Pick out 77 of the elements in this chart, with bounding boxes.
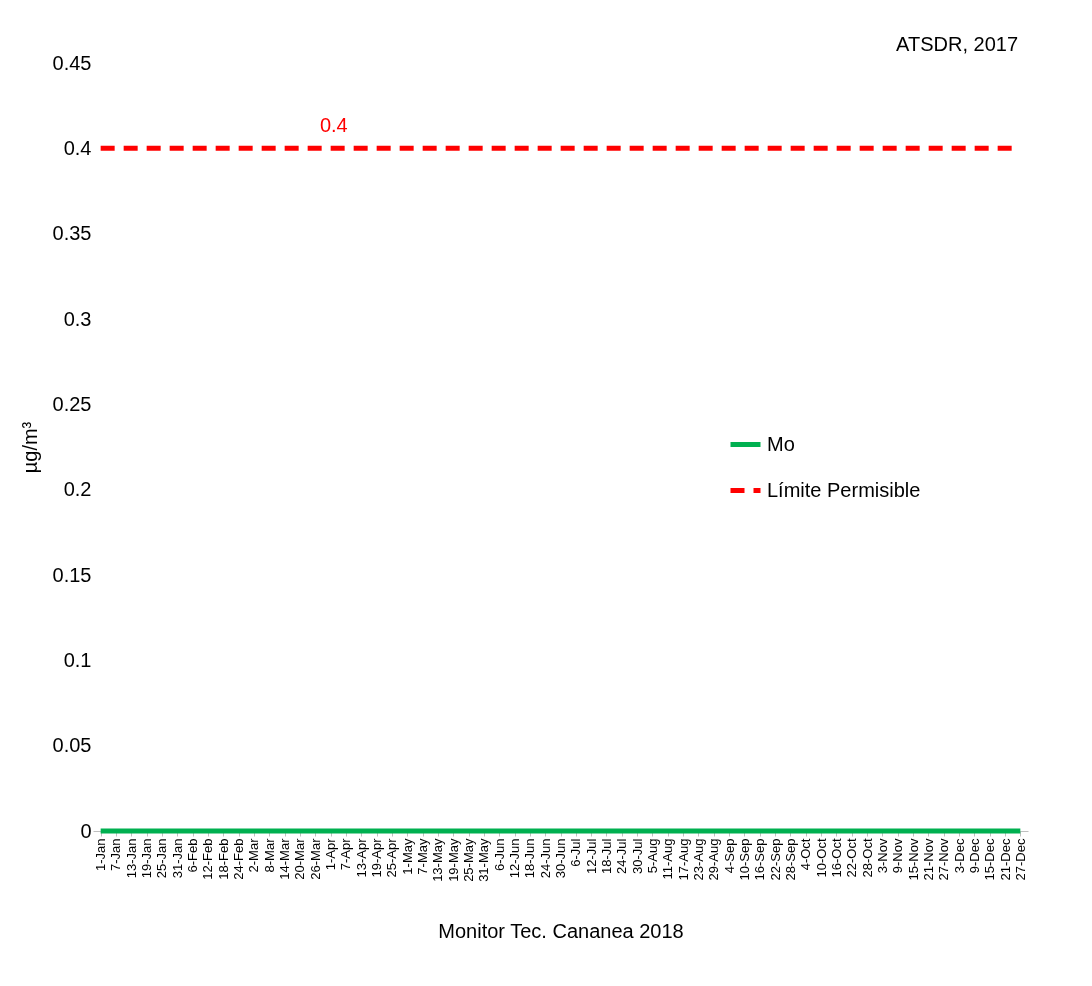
y-tick-label: 0 bbox=[80, 819, 92, 842]
x-tick-label: 2-Mar bbox=[246, 837, 262, 873]
x-tick-label: 12-Jul bbox=[583, 838, 599, 874]
x-tick-label: 12-Jun bbox=[507, 838, 523, 879]
x-tick-label: 15-Dec bbox=[982, 838, 998, 881]
x-tick-label: 25-Apr bbox=[384, 837, 400, 878]
x-tick-label: 1-Apr bbox=[323, 837, 339, 871]
x-tick-label: 19-Apr bbox=[369, 837, 385, 878]
x-tick-label: 10-Oct bbox=[813, 838, 829, 878]
x-tick-label: 25-May bbox=[461, 838, 477, 882]
x-tick-label: 13-May bbox=[430, 838, 446, 882]
x-tick-label: 13-Jan bbox=[123, 838, 139, 879]
y-tick-label: 0.15 bbox=[52, 563, 92, 586]
x-tick-label: 1-May bbox=[399, 838, 415, 875]
y-tick-label: 0.3 bbox=[63, 307, 92, 330]
x-tick-label: 7-May bbox=[415, 838, 431, 875]
x-tick-label: 6-Jul bbox=[568, 838, 584, 867]
y-tick-label: 0.05 bbox=[52, 734, 92, 757]
x-tick-label: 31-May bbox=[476, 838, 492, 882]
x-tick-label: 9-Nov bbox=[890, 838, 906, 874]
x-tick-label: 30-Jul bbox=[629, 838, 645, 874]
x-tick-label: 24-Feb bbox=[231, 838, 247, 880]
x-tick-label: 3-Dec bbox=[951, 838, 967, 874]
x-tick-label: 21-Nov bbox=[920, 838, 936, 881]
x-axis-title: Monitor Tec. Cananea 2018 bbox=[438, 919, 684, 942]
x-tick-label: 27-Nov bbox=[936, 838, 952, 881]
y-tick-label: 0.35 bbox=[52, 222, 92, 245]
y-tick-label: 0.4 bbox=[63, 136, 92, 159]
x-tick-label: 28-Sep bbox=[782, 838, 798, 881]
x-tick-label: 16-Oct bbox=[828, 838, 844, 878]
x-tick-label: 21-Dec bbox=[997, 838, 1013, 881]
x-tick-label: 7-Jan bbox=[108, 838, 124, 872]
x-tick-label: 4-Sep bbox=[721, 838, 737, 874]
x-tick-label: 27-Dec bbox=[1012, 838, 1028, 881]
x-tick-label: 15-Nov bbox=[905, 838, 921, 881]
x-tick-label: 8-Mar bbox=[261, 837, 277, 873]
x-tick-label: 11-Aug bbox=[660, 838, 676, 880]
x-tick-label: 5-Aug bbox=[644, 838, 660, 874]
x-tick-label: 19-May bbox=[445, 838, 461, 882]
legend-label: Límite Permisible bbox=[767, 478, 921, 501]
x-tick-label: 31-Jan bbox=[169, 838, 185, 879]
x-tick-label: 12-Feb bbox=[200, 838, 216, 880]
text: ATSDR, 2017 bbox=[896, 33, 1018, 55]
x-tick-label: 13-Apr bbox=[353, 837, 369, 878]
annotation: 0.4 bbox=[319, 114, 348, 137]
x-tick-label: 28-Oct bbox=[859, 838, 875, 878]
x-tick-label: 26-Mar bbox=[307, 837, 323, 880]
x-tick-label: 4-Oct bbox=[798, 838, 814, 871]
x-tick-label: 1-Jan bbox=[93, 838, 109, 872]
x-tick-label: 22-Oct bbox=[844, 838, 860, 878]
x-tick-label: 24-Jun bbox=[537, 838, 553, 879]
x-tick-label: 6-Jun bbox=[491, 838, 507, 872]
y-tick-label: 0.25 bbox=[52, 392, 92, 415]
y-tick-label: 0.45 bbox=[52, 51, 92, 74]
legend-label: Mo bbox=[767, 432, 795, 455]
x-tick-label: 18-Feb bbox=[215, 838, 231, 880]
x-tick-label: 16-Sep bbox=[752, 838, 768, 881]
x-tick-label: 7-Apr bbox=[338, 837, 354, 871]
x-tick-label: 30-Jun bbox=[553, 838, 568, 879]
x-tick-label: 17-Aug bbox=[675, 838, 691, 881]
y-tick-label: 0.2 bbox=[63, 478, 92, 501]
x-tick-label: 18-Jun bbox=[522, 838, 538, 879]
x-tick-label: 29-Aug bbox=[706, 838, 722, 881]
x-tick-label: 18-Jul bbox=[598, 838, 614, 874]
x-tick-label: 23-Aug bbox=[690, 838, 706, 881]
x-tick-label: 6-Feb bbox=[185, 838, 201, 873]
x-tick-label: 22-Sep bbox=[767, 838, 783, 881]
x-tick-label: 25-Jan bbox=[154, 838, 170, 879]
y-tick-label: 0.1 bbox=[63, 648, 92, 671]
x-tick-label: 19-Jan bbox=[139, 838, 155, 879]
x-tick-label: 20-Mar bbox=[292, 837, 308, 880]
x-tick-label: 9-Dec bbox=[966, 838, 982, 874]
x-tick-label: 24-Jul bbox=[614, 838, 630, 874]
y-axis-title: µg/m³ bbox=[18, 421, 41, 474]
x-tick-label: 14-Mar bbox=[277, 837, 293, 880]
x-tick-label: 3-Nov bbox=[874, 838, 890, 874]
x-tick-label: 10-Sep bbox=[736, 838, 752, 881]
